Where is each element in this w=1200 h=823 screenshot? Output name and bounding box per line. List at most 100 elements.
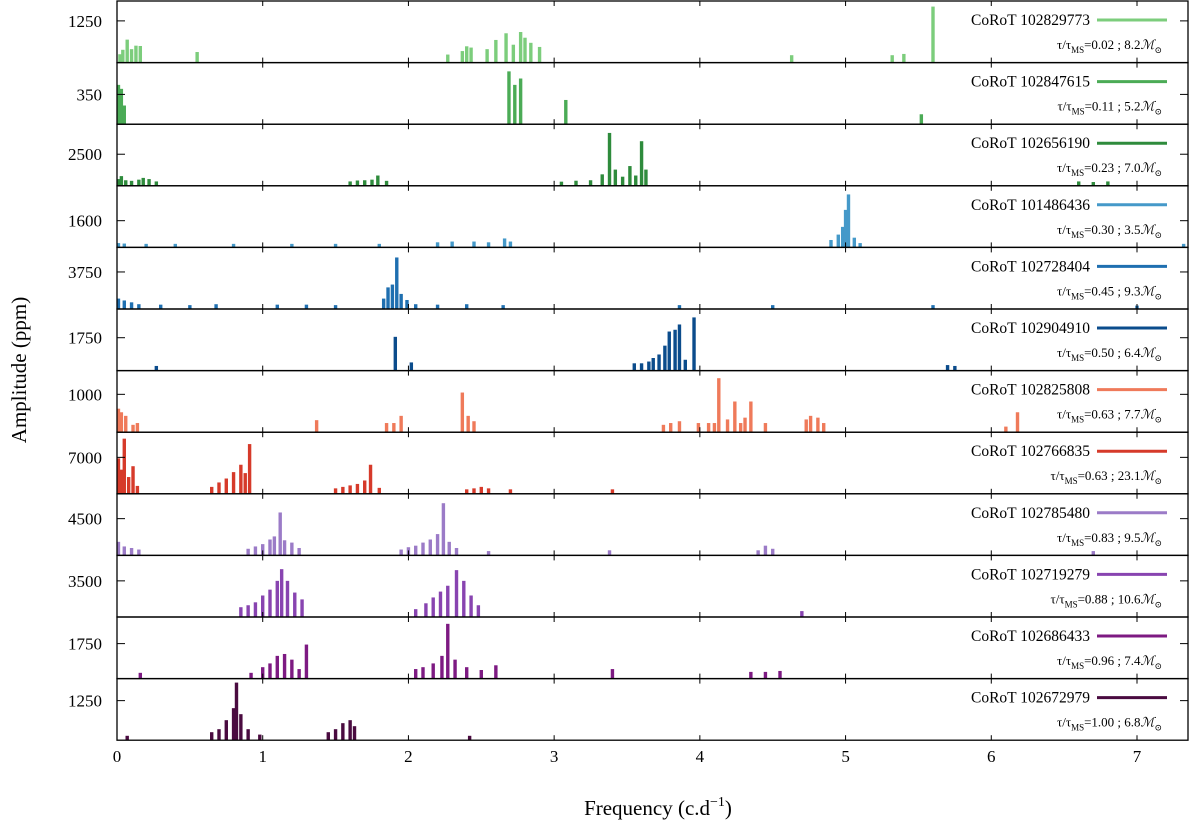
panel-7-bar-22 [738,423,743,433]
mass-symbol: ℳ [1141,530,1157,545]
panel-10-bar-18 [469,595,473,617]
panel-3-bar-7 [147,179,151,186]
panel-9-bar-23 [486,551,491,556]
panel-12-bar-11 [333,729,338,741]
panel-7-annotation: τ/τMS=0.63 ; 7.7ℳ⊙ [1057,407,1162,425]
tau-ratio-subscript: MS [1071,723,1084,733]
panel-12-star-label: CoRoT 102672979 [971,690,1090,707]
panel-12-annotation: τ/τMS=1.00 ; 6.8ℳ⊙ [1057,715,1162,733]
panel-3-bar-14 [384,180,389,186]
panel-5-bar-20 [501,305,505,309]
panel-6-bar-3 [409,362,414,371]
solar-subscript: ⊙ [1154,723,1162,733]
panel-6-star-label: CoRoT 102904910 [971,320,1090,337]
panel-7-bar-25 [763,423,768,433]
panel-4-bar-17 [840,226,845,248]
panel-6-bar-15 [945,365,950,371]
solar-subscript: ⊙ [1154,45,1162,55]
panel-6-bar-6 [647,361,651,371]
panel-5-bar-3 [129,302,134,309]
panel-9-bar-2 [122,546,126,556]
panel-3-bar-25 [644,169,648,186]
panel-10-bar-6 [275,580,279,617]
panel-1-bar-21 [890,55,894,63]
panel-10-bar-12 [424,603,428,617]
tau-ratio-subscript: MS [1065,476,1078,486]
panel-5-bar-11 [381,298,386,309]
panel-12-ytick-label: 1250 [68,692,102,711]
panel-7-bar-5 [135,423,140,433]
mass-symbol: ℳ [1141,222,1157,237]
panel-4-bar-3 [144,243,148,248]
panel-9-star-label: CoRoT 102785480 [971,505,1090,522]
panel-10: 3500 CoRoT 102719279 τ/τMS=0.88 ; 10.6ℳ⊙ [68,554,1189,618]
panel-5-bar-22 [771,305,775,309]
panel-5-bar-8 [275,304,279,309]
panel-5-bar-16 [405,299,409,309]
panel-3-bar-24 [639,141,644,186]
panel-6-bar-14 [692,317,696,371]
panel-8: 7000 CoRoT 102766835 τ/τMS=0.63 ; 23.1ℳ⊙ [68,431,1189,495]
panel-12-frame [116,677,1189,741]
panel-2-bar-1 [116,84,121,125]
panel-6-bar-5 [639,363,644,371]
panel-4: 1600 CoRoT 101486436 τ/τMS=0.30 ; 3.5ℳ⊙ [68,185,1189,249]
panel-8-bar-25 [508,489,513,494]
panel-12-bar-6 [234,682,239,741]
panel-1-bar-10 [465,46,469,63]
panel-3-bar-15 [559,181,564,186]
panel-7-bar-19 [717,378,721,433]
panel-9-bar-27 [771,548,775,556]
panel-10-bar-5 [268,589,272,617]
panel-9-bar-8 [268,539,272,556]
panel-11-bar-20 [749,671,753,679]
panel-2-bar-7 [564,99,568,125]
panel-1-bar-6 [138,45,143,63]
panel-4-bar-8 [377,243,381,248]
x-axis-label-sup: −1 [710,795,725,810]
panel-3-bar-19 [607,132,612,186]
solar-subscript: ⊙ [1154,415,1162,425]
panel-9-bar-7 [261,544,265,556]
tau-ratio-subscript: MS [1071,230,1084,240]
panel-6-bar-7 [651,358,655,371]
panel-2: 350 CoRoT 102847615 τ/τMS=0.11 ; 5.2ℳ⊙ [77,61,1189,125]
y-axis-label: Amplitude (ppm) [7,297,31,443]
panel-8-bar-21 [465,489,469,494]
panel-3-bar-10 [355,180,360,186]
xtick-label-1: 1 [258,747,267,766]
panel-11-bar-12 [431,663,435,679]
panel-4-bar-4 [173,243,177,248]
panel-10-bar-4 [261,595,265,617]
panel-8-bar-18 [363,480,367,494]
panel-10-bar-17 [462,580,466,617]
panel-1-bar-15 [511,44,516,63]
tau-mass-value: =0.30 ; 3.5 [1084,222,1140,237]
panel-2-bar-8 [919,114,924,125]
panel-7-bar-15 [677,421,682,433]
panel-3-bar-3 [124,180,128,186]
panel-3-bar-8 [154,181,159,186]
mass-symbol: ℳ [1141,160,1157,175]
panel-4-frame [116,185,1189,249]
panel-7: 1000 CoRoT 102825808 τ/τMS=0.63 ; 7.7ℳ⊙ [68,369,1189,433]
panel-11-bar-5 [275,655,279,679]
panel-4-bar-20 [852,237,857,248]
panel-7-bar-26 [804,419,808,433]
panel-10-bar-13 [431,597,435,617]
tau-ratio-subscript: MS [1071,661,1084,671]
xtick-label-0: 0 [113,747,122,766]
tau-mass-value: =0.83 ; 9.5 [1084,530,1140,545]
panel-8-bar-8 [217,482,221,494]
panel-11-star-label: CoRoT 102686433 [971,628,1090,645]
panel-3-bar-27 [1091,182,1095,186]
panel-8-bar-3 [122,438,126,494]
panel-7-bar-13 [661,424,666,433]
panel-11-bar-9 [304,644,309,679]
tau-mass-value: =0.45 ; 9.3 [1084,283,1140,298]
panel-9-bar-26 [763,545,768,556]
panel-10-bar-1 [239,607,243,617]
panel-7-bar-20 [725,419,730,433]
panel-5-bar-18 [435,304,440,309]
mass-symbol: ℳ [1141,715,1157,730]
